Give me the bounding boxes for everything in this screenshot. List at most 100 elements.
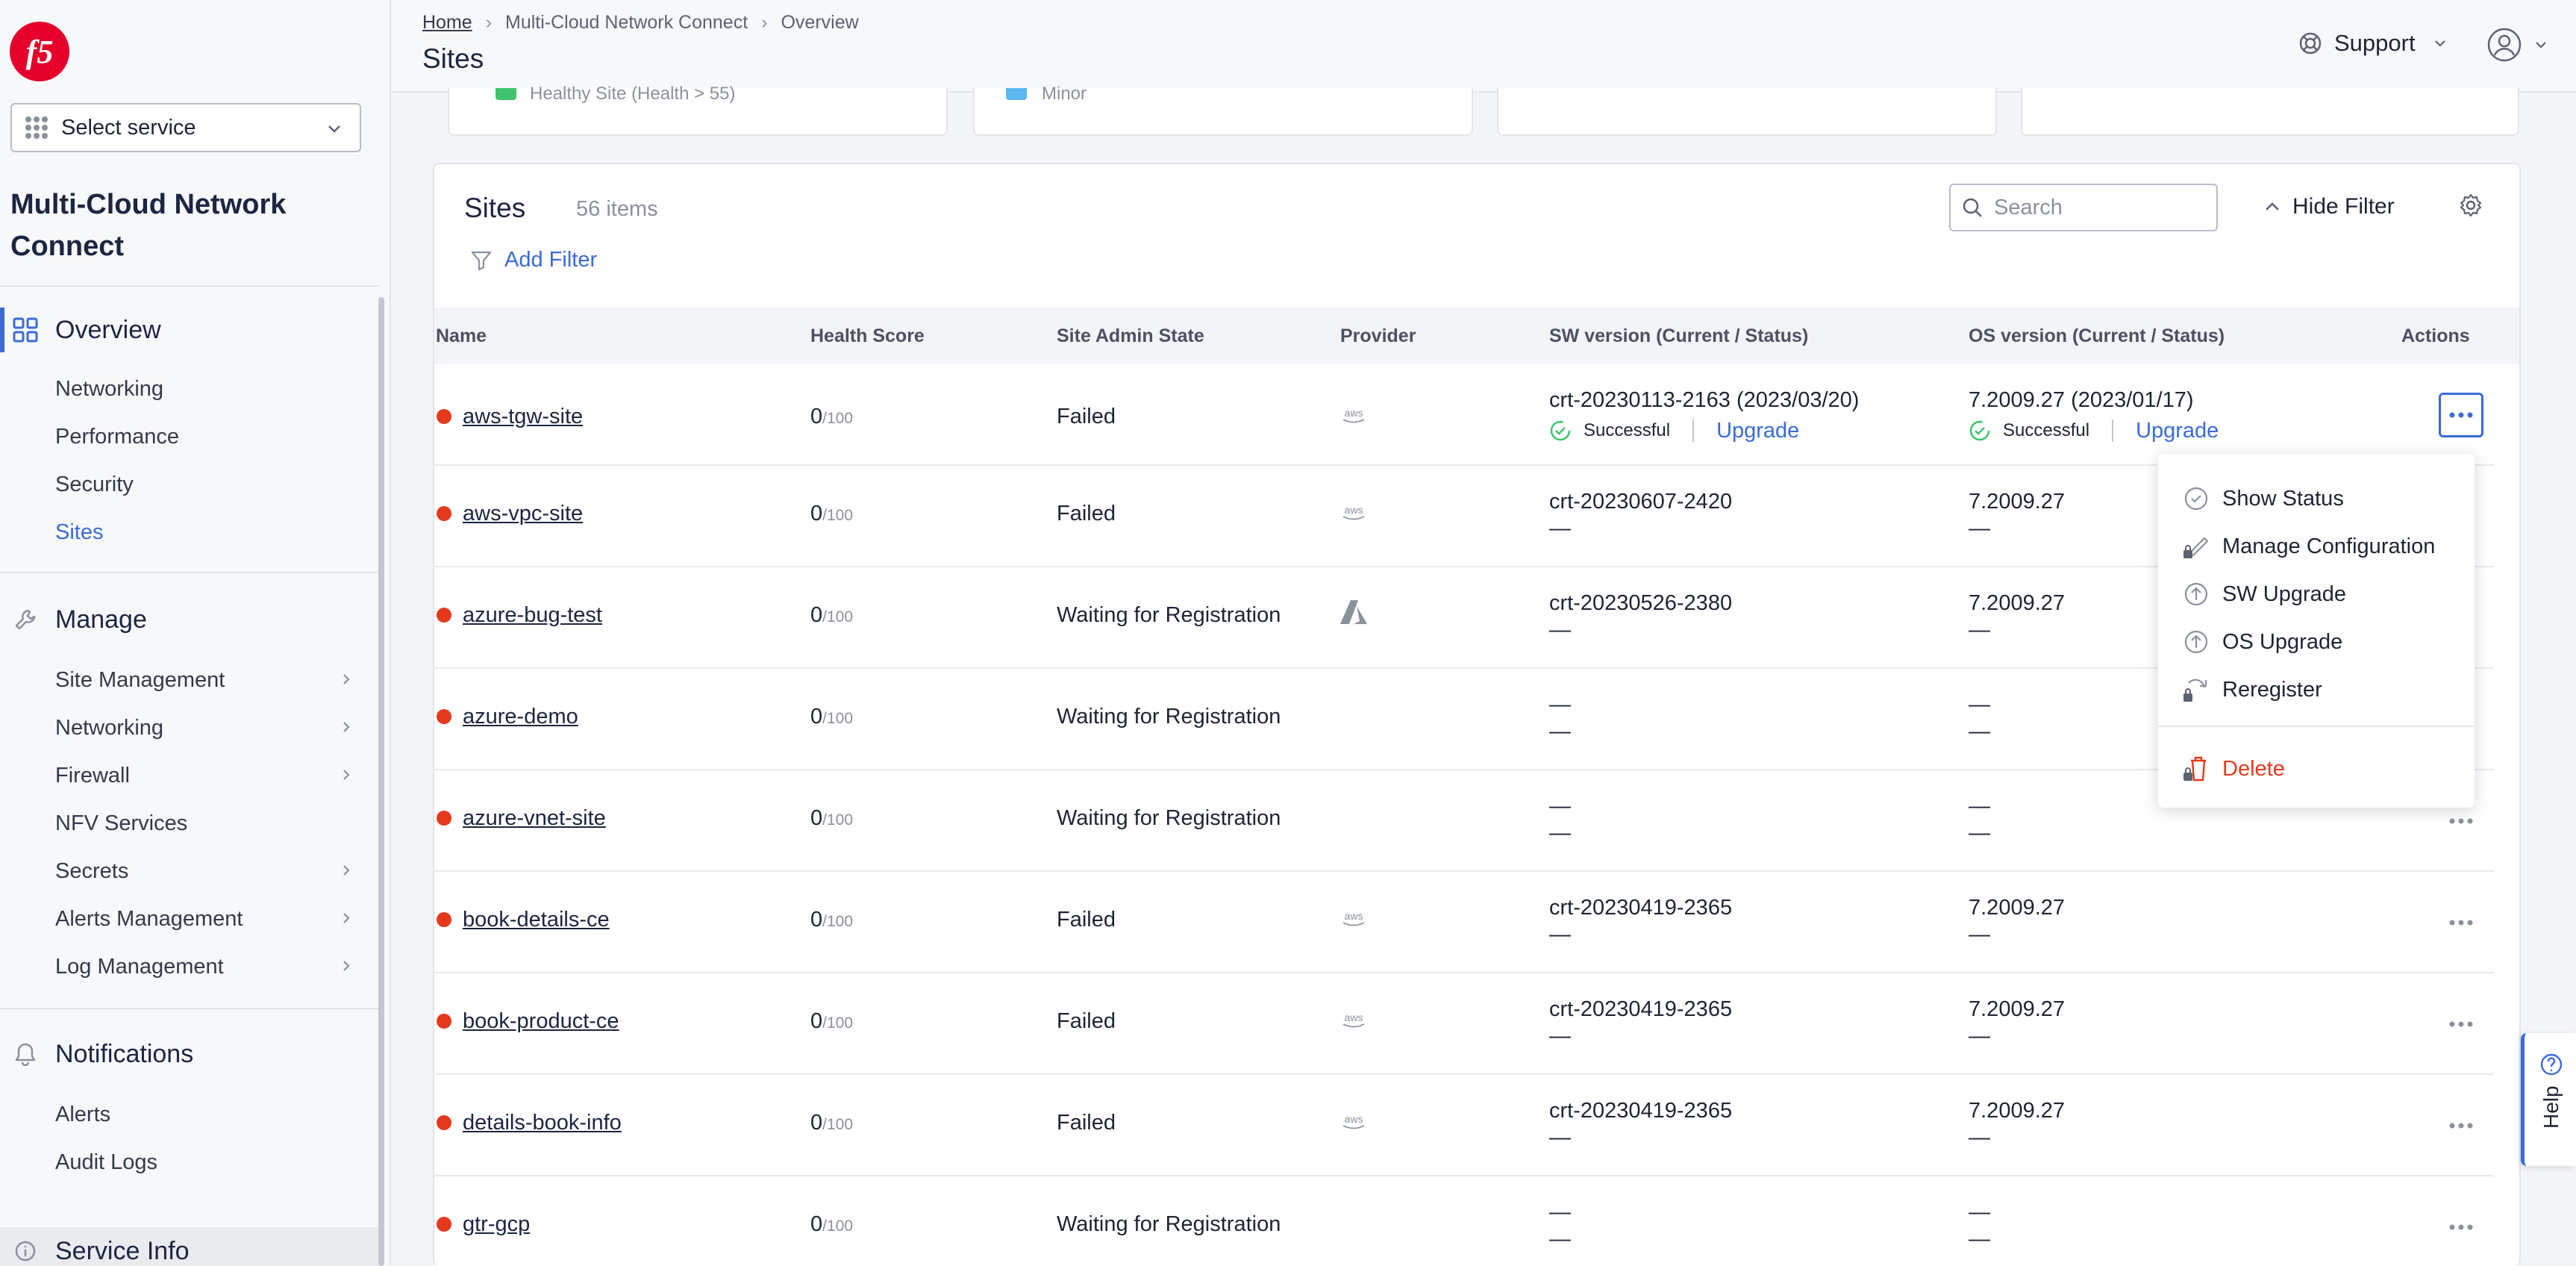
table-row[interactable]: azure-demo 0/100 Waiting for Registratio…	[434, 669, 2494, 770]
site-name-link[interactable]: azure-demo	[463, 705, 578, 729]
site-name-link[interactable]: aws-vpc-site	[463, 502, 584, 526]
table-row[interactable]: aws-vpc-site 0/100 Failed aws crt-202306…	[434, 466, 2494, 567]
failed-status-dot	[437, 506, 451, 521]
column-header-os-version[interactable]: OS version (Current / Status)	[1969, 325, 2225, 346]
health-score-max: /100	[822, 507, 854, 524]
os-version: 7.2009.27	[1969, 896, 2066, 920]
health-score-max: /100	[822, 1014, 854, 1032]
sidebar-item-audit-logs[interactable]: Audit Logs	[55, 1144, 354, 1181]
sidebar-item-nfv-services[interactable]: NFV Services	[55, 805, 354, 842]
sidebar-section-overview[interactable]: Overview	[0, 308, 381, 352]
menu-item-manage-configuration[interactable]: Manage Configuration	[2158, 524, 2475, 569]
table-row[interactable]: azure-vnet-site 0/100 Waiting for Regist…	[434, 770, 2494, 872]
sidebar-item-alerts[interactable]: Alerts	[55, 1096, 354, 1133]
summary-card[interactable]	[2021, 88, 2519, 136]
health-score-value: 0	[810, 603, 823, 627]
add-filter-button[interactable]: Add Filter	[470, 248, 597, 272]
menu-item-sw-upgrade[interactable]: SW Upgrade	[2158, 572, 2475, 617]
row-actions-button[interactable]	[2439, 799, 2483, 844]
sidebar-item-networking[interactable]: Networking	[55, 709, 354, 746]
summary-card[interactable]	[1497, 88, 1997, 136]
column-header-provider[interactable]: Provider	[1340, 325, 1416, 346]
sidebar-section-service-info[interactable]: Service Info	[0, 1229, 381, 1266]
sidebar-item-performance[interactable]: Performance	[55, 418, 354, 455]
sidebar-item-label: Site Management	[55, 667, 225, 692]
user-menu[interactable]	[2486, 27, 2549, 63]
row-actions-button[interactable]	[2439, 393, 2483, 437]
gear-icon[interactable]	[2458, 193, 2483, 218]
table-row[interactable]: azure-bug-test 0/100 Waiting for Registr…	[434, 567, 2494, 669]
support-menu[interactable]: Support	[2298, 30, 2448, 57]
sidebar-item-secrets[interactable]: Secrets	[55, 852, 354, 890]
refresh-icon	[2182, 676, 2210, 704]
health-score: 0/100	[810, 1111, 853, 1135]
azure-logo-icon	[1339, 599, 1369, 632]
table-row[interactable]: book-product-ce 0/100 Failed aws crt-202…	[434, 973, 2494, 1075]
site-name-link[interactable]: azure-vnet-site	[463, 806, 606, 830]
row-actions-menu: Show Status Manage Configuration SW Upgr…	[2158, 454, 2475, 808]
site-name-link[interactable]: book-details-ce	[463, 908, 610, 932]
sw-version: crt-20230419-2365	[1549, 896, 1733, 920]
f5-logo[interactable]: f5	[7, 19, 72, 84]
sw-status-label: Successful	[1584, 420, 1671, 440]
sidebar-item-label: Alerts Management	[55, 906, 243, 931]
table-row[interactable]: gtr-gcp 0/100 Waiting for Registration —…	[434, 1176, 2494, 1266]
table-row[interactable]: aws-tgw-site 0/100 Failed aws crt-202301…	[434, 364, 2494, 466]
sidebar-item-alerts-management[interactable]: Alerts Management	[55, 900, 354, 938]
help-tab[interactable]: Help	[2521, 1033, 2576, 1166]
menu-item-delete[interactable]: Delete	[2158, 746, 2475, 791]
row-actions-button[interactable]	[2439, 900, 2483, 945]
chevron-right-icon	[343, 865, 350, 876]
help-label: Help	[2539, 1085, 2563, 1129]
site-name-link[interactable]: aws-tgw-site	[463, 405, 584, 428]
sidebar-item-site-management[interactable]: Site Management	[55, 661, 354, 699]
sidebar-scrollbar[interactable]	[378, 297, 384, 1266]
health-score: 0/100	[810, 502, 853, 526]
site-name-link[interactable]: details-book-info	[463, 1111, 622, 1135]
sidebar-section-notifications[interactable]: Notifications	[0, 1032, 381, 1076]
menu-item-show-status[interactable]: Show Status	[2158, 476, 2475, 521]
site-name-link[interactable]: gtr-gcp	[463, 1212, 531, 1236]
column-header-name[interactable]: Name	[436, 325, 487, 346]
row-actions-button[interactable]	[2439, 1103, 2483, 1148]
sidebar-section-label: Overview	[55, 315, 161, 344]
sidebar-item-sites[interactable]: Sites	[55, 514, 354, 551]
service-select[interactable]: Select service	[10, 103, 361, 152]
menu-item-reregister[interactable]: Reregister	[2158, 667, 2475, 712]
table-row[interactable]: book-details-ce 0/100 Failed aws crt-202…	[434, 872, 2494, 973]
more-dots-icon	[2449, 1123, 2473, 1129]
breadcrumb-item[interactable]: Multi-Cloud Network Connect	[505, 12, 748, 33]
column-header-sw-version[interactable]: SW version (Current / Status)	[1549, 325, 1809, 346]
search-input[interactable]: Search	[1949, 184, 2218, 231]
hide-filter-button[interactable]: Hide Filter	[2263, 194, 2395, 219]
row-actions-button[interactable]	[2439, 1205, 2483, 1250]
sw-upgrade-link[interactable]: Upgrade	[1692, 420, 1799, 442]
sidebar-item-log-management[interactable]: Log Management	[55, 948, 354, 985]
sidebar-section-manage[interactable]: Manage	[0, 597, 381, 642]
sidebar-item-networking[interactable]: Networking	[55, 370, 354, 408]
admin-state: Failed	[1057, 502, 1116, 526]
column-header-admin-state[interactable]: Site Admin State	[1057, 325, 1204, 346]
table-row[interactable]: details-book-info 0/100 Failed aws crt-2…	[434, 1075, 2494, 1176]
site-name-link[interactable]: azure-bug-test	[463, 603, 602, 627]
column-header-health-score[interactable]: Health Score	[810, 325, 925, 346]
os-version: 7.2009.27	[1969, 591, 2066, 615]
sidebar-item-firewall[interactable]: Firewall	[55, 757, 354, 794]
failed-status-dot	[437, 1115, 451, 1130]
os-upgrade-link[interactable]: Upgrade	[2112, 420, 2219, 442]
svg-text:aws: aws	[1345, 910, 1363, 922]
sidebar-item-security[interactable]: Security	[55, 466, 354, 503]
chevron-right-icon: ›	[761, 12, 768, 33]
bell-icon	[12, 1041, 39, 1067]
sidebar-item-label: Firewall	[55, 763, 130, 788]
menu-item-label: OS Upgrade	[2222, 629, 2343, 654]
summary-card-minor[interactable]: Minor	[973, 84, 1473, 136]
summary-card-healthy[interactable]: Healthy Site (Health > 55)	[448, 84, 948, 136]
menu-item-os-upgrade[interactable]: OS Upgrade	[2158, 620, 2475, 664]
failed-status-dot	[437, 811, 451, 826]
site-name-link[interactable]: book-product-ce	[463, 1009, 619, 1033]
breadcrumb-home-link[interactable]: Home	[422, 12, 472, 33]
row-actions-button[interactable]	[2439, 1002, 2483, 1047]
chevron-right-icon	[343, 770, 350, 780]
svg-text:aws: aws	[1345, 1113, 1363, 1125]
